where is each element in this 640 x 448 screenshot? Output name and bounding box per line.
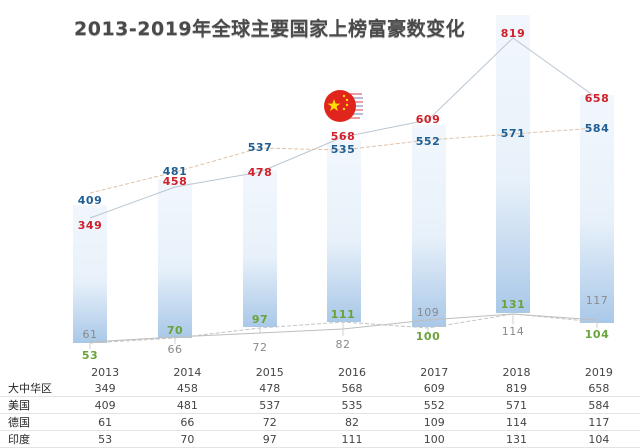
label-in-2014: 70 bbox=[166, 324, 184, 337]
table-cell: 70 bbox=[146, 430, 229, 448]
table-cell: 53 bbox=[64, 430, 147, 448]
label-cn-2016: 568 bbox=[330, 130, 356, 143]
label-us-2014: 481 bbox=[162, 165, 188, 178]
bar-2014 bbox=[158, 180, 192, 338]
table-cell: 819 bbox=[475, 380, 558, 397]
line-usa bbox=[89, 127, 598, 194]
table-header-cell: 2019 bbox=[584, 365, 613, 379]
label-cn-2018: 819 bbox=[500, 27, 526, 40]
label-de-2017: 109 bbox=[416, 306, 440, 319]
table-cell: 552 bbox=[393, 396, 476, 414]
table-cell: 109 bbox=[393, 413, 476, 431]
china-flag-icon bbox=[324, 90, 363, 122]
label-us-2016: 535 bbox=[330, 143, 356, 156]
table-cell: 481 bbox=[146, 396, 229, 414]
table-cell: 97 bbox=[228, 430, 311, 448]
label-us-2017: 552 bbox=[415, 135, 441, 148]
table-cell: 537 bbox=[228, 396, 311, 414]
table-header-cell: 2013 bbox=[91, 365, 120, 379]
table-cell: 117 bbox=[557, 413, 640, 431]
label-cn-2015: 478 bbox=[247, 166, 273, 179]
label-in-2016: 111 bbox=[330, 308, 356, 321]
table-cell: 349 bbox=[64, 380, 147, 397]
label-de-2016: 82 bbox=[335, 338, 351, 351]
table-cell: 409 bbox=[64, 396, 147, 414]
row-label: 德国 bbox=[0, 413, 64, 431]
label-de-2015: 72 bbox=[252, 341, 268, 354]
label-de-2018: 114 bbox=[501, 325, 525, 338]
table-corner bbox=[0, 364, 64, 380]
table-cell: 111 bbox=[310, 430, 394, 448]
table-header-row: 2013 2014 2015 2016 2017 2018 2019 bbox=[0, 364, 640, 380]
row-label: 大中华区 bbox=[0, 380, 64, 397]
label-us-2013: 409 bbox=[77, 194, 103, 207]
line-greater-china bbox=[89, 37, 598, 219]
table-cell: 66 bbox=[146, 413, 229, 431]
label-in-2017: 100 bbox=[415, 330, 441, 343]
label-in-2019: 104 bbox=[584, 328, 610, 341]
table-cell: 658 bbox=[557, 380, 640, 397]
label-cn-2017: 609 bbox=[415, 113, 441, 126]
table-cell: 571 bbox=[475, 396, 558, 414]
label-us-2019: 584 bbox=[584, 122, 610, 135]
series-lines bbox=[89, 37, 598, 349]
bar-2018 bbox=[496, 15, 530, 313]
bar-2019 bbox=[580, 95, 614, 323]
table-row: 德国 61 66 72 82 109 114 117 bbox=[0, 413, 640, 431]
table-cell: 104 bbox=[557, 430, 640, 448]
table-cell: 100 bbox=[393, 430, 476, 448]
label-cn-2013: 349 bbox=[77, 219, 103, 232]
label-us-2018: 571 bbox=[500, 127, 526, 140]
table-cell: 61 bbox=[64, 413, 147, 431]
table-header-cell: 2018 bbox=[502, 365, 531, 379]
table-cell: 568 bbox=[310, 380, 394, 397]
table-header-cell: 2014 bbox=[173, 365, 202, 379]
table-header-cell: 2015 bbox=[255, 365, 284, 379]
label-de-2014: 66 bbox=[167, 343, 183, 356]
table-cell: 584 bbox=[557, 396, 640, 414]
table-header-cell: 2017 bbox=[420, 365, 449, 379]
table-row: 美国 409 481 537 535 552 571 584 bbox=[0, 396, 640, 414]
label-cn-2019: 658 bbox=[584, 92, 610, 105]
table-cell: 458 bbox=[146, 380, 229, 397]
bar-2016 bbox=[327, 140, 361, 322]
data-table: 2013 2014 2015 2016 2017 2018 2019 大中华区 … bbox=[0, 364, 640, 448]
table-row: 印度 53 70 97 111 100 131 104 bbox=[0, 430, 640, 448]
label-us-2015: 537 bbox=[247, 141, 273, 154]
bar-2015 bbox=[243, 170, 277, 327]
table-cell: 131 bbox=[475, 430, 558, 448]
label-in-2018: 131 bbox=[500, 298, 526, 311]
label-in-2015: 97 bbox=[251, 313, 269, 326]
label-cn-2014: 458 bbox=[162, 175, 188, 188]
chart-title: 2013-2019年全球主要国家上榜富豪数变化 bbox=[74, 18, 466, 40]
table-cell: 609 bbox=[393, 380, 476, 397]
table-cell: 535 bbox=[310, 396, 394, 414]
bar-2017 bbox=[412, 125, 446, 327]
label-de-2019: 117 bbox=[585, 294, 609, 307]
table-row: 大中华区 349 458 478 568 609 819 658 bbox=[0, 380, 640, 397]
label-in-2013: 53 bbox=[81, 349, 99, 362]
table-cell: 82 bbox=[310, 413, 394, 431]
table-cell: 114 bbox=[475, 413, 558, 431]
row-label: 美国 bbox=[0, 396, 64, 414]
label-de-2013: 61 bbox=[82, 328, 98, 341]
table-cell: 72 bbox=[228, 413, 311, 431]
table-cell: 478 bbox=[228, 380, 311, 397]
row-label: 印度 bbox=[0, 430, 64, 448]
table-header-cell: 2016 bbox=[337, 365, 366, 379]
bar-2013 bbox=[73, 205, 107, 343]
